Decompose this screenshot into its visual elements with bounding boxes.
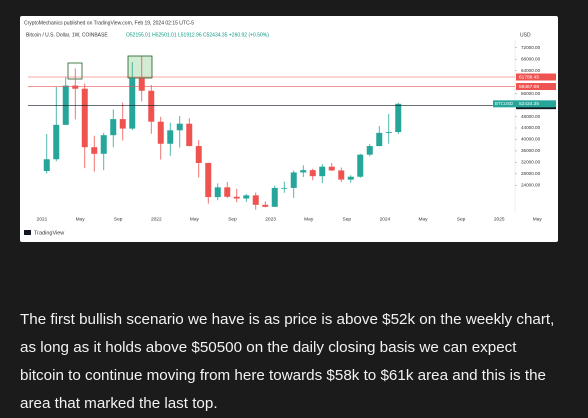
last-price-bg — [493, 100, 556, 108]
candle-body — [281, 187, 288, 189]
x-tick-label: May — [76, 216, 86, 222]
candle-body — [252, 195, 259, 205]
candle-body — [148, 90, 155, 122]
candle-body — [205, 162, 212, 198]
candle-body — [366, 146, 373, 155]
ohlc-legend: O52155.01 H52501.01 L51912.96 C52434.35 … — [126, 32, 269, 38]
y-tick-label: 64000.00 — [521, 68, 541, 73]
x-tick-label: May — [190, 216, 200, 222]
candle-body — [186, 123, 193, 147]
candle-body — [43, 159, 50, 171]
x-tick-label: 2024 — [380, 216, 391, 222]
candle-body — [347, 176, 354, 180]
candle-body — [195, 146, 202, 163]
x-tick-label: 2025 — [494, 216, 505, 222]
y-tick-label: 72000.00 — [521, 45, 541, 50]
candle-body — [395, 103, 402, 133]
price-label: 61788.45 — [519, 74, 539, 80]
currency: USD — [520, 32, 531, 38]
candle-body — [110, 119, 117, 136]
candle-body — [72, 85, 79, 89]
candle-body — [53, 124, 60, 160]
x-tick-label: 2021 — [37, 216, 48, 222]
candle-body — [129, 78, 136, 129]
x-tick-label: Sep — [457, 216, 466, 222]
y-tick-label: 44000.00 — [521, 125, 541, 130]
candle-body — [100, 135, 107, 154]
candle-body — [300, 170, 307, 173]
price-label-bg — [516, 73, 556, 81]
article-paragraph: The first bullish scenario we have is as… — [20, 311, 555, 412]
candle-body — [319, 166, 326, 177]
y-tick-label: 36000.00 — [521, 148, 541, 153]
candle-body — [119, 119, 126, 129]
candle-body — [233, 196, 240, 199]
candle-body — [243, 195, 250, 199]
x-tick-label: Sep — [114, 216, 123, 222]
candle-body — [62, 85, 69, 125]
candle-body — [271, 187, 278, 207]
chart-image: CryptoMechanics published on TradingView… — [20, 16, 558, 242]
x-tick-label: May — [418, 216, 428, 222]
publisher: CryptoMechanics published on TradingView… — [24, 20, 194, 26]
x-tick-label: Sep — [343, 216, 352, 222]
price-label-bg — [516, 83, 556, 91]
price-label: 58467.08 — [519, 84, 539, 90]
y-tick-label: 32000.00 — [521, 160, 541, 165]
x-tick-label: 2023 — [265, 216, 276, 222]
x-tick-label: Sep — [228, 216, 237, 222]
brand-logo — [24, 230, 31, 235]
candle-body — [290, 172, 297, 188]
candle-body — [338, 170, 345, 180]
y-tick-label: 68000.00 — [521, 56, 541, 61]
y-tick-label: 56000.00 — [521, 91, 541, 96]
candle-body — [214, 187, 221, 198]
candle-body — [376, 132, 383, 147]
candle-body — [309, 170, 316, 177]
chart-title: Bitcoin / U.S. Dollar, 1W, COINBASE — [26, 32, 108, 38]
symbol-label: BTCUSD — [495, 101, 513, 106]
x-tick-label: May — [304, 216, 314, 222]
x-tick-label: 2022 — [151, 216, 162, 222]
candle-body — [385, 132, 392, 133]
y-tick-label: 48000.00 — [521, 114, 541, 119]
chart: CryptoMechanics published on TradingView… — [24, 20, 556, 236]
candle-body — [224, 187, 231, 197]
candle-body — [91, 147, 98, 154]
candle-body — [262, 204, 269, 207]
y-tick-label: 24000.00 — [521, 183, 541, 188]
highlight-box — [127, 55, 153, 79]
y-tick-label: 40000.00 — [521, 137, 541, 142]
candle-body — [157, 121, 164, 144]
x-tick-label: May — [533, 216, 543, 222]
y-tick-label: 28000.00 — [521, 171, 541, 176]
candle-body — [328, 166, 335, 171]
candle-body — [357, 154, 364, 177]
last-price-label: 52434.35 — [519, 101, 539, 107]
candle-body — [81, 88, 88, 148]
candle-body — [176, 123, 183, 131]
brand: TradingView — [34, 230, 64, 236]
candle-body — [138, 78, 145, 91]
candle-body — [167, 130, 174, 144]
